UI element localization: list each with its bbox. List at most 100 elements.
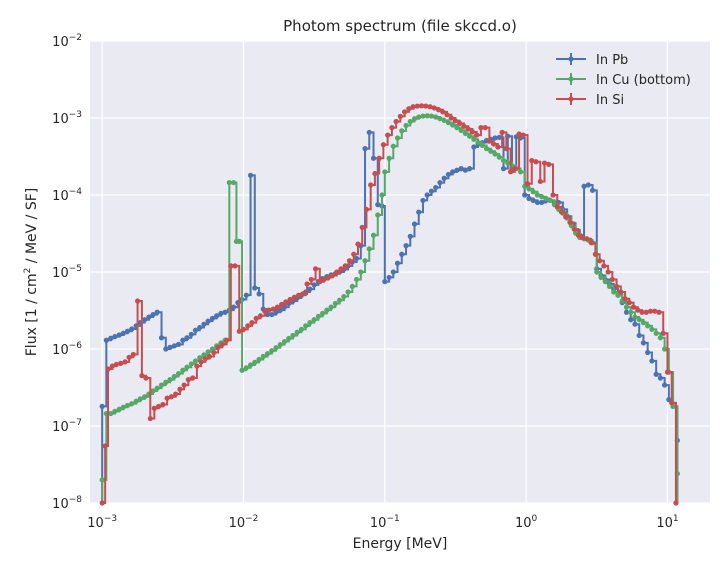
data-point [103,337,109,343]
data-point [109,363,115,369]
data-point [390,269,396,275]
data-point [133,398,139,404]
data-point [445,120,452,126]
data-point [454,167,460,173]
data-point [571,226,577,232]
data-point [461,123,467,129]
data-point [146,314,152,320]
chart-title: Photom spectrum (file skccd.o) [283,17,517,35]
data-point [134,298,141,304]
data-point [247,172,254,178]
data-point [112,333,118,340]
data-point [228,263,234,269]
y-axis-label-sup: 2 [23,268,33,274]
data-point [636,317,642,323]
data-point [662,382,668,388]
data-point [673,500,679,506]
data-point [336,297,343,303]
data-point [500,157,507,164]
data-point [499,129,505,136]
data-point [298,326,305,332]
data-point [137,396,143,402]
data-point [653,330,659,336]
data-point [362,146,368,152]
data-point [496,134,502,140]
data-point [558,209,565,215]
data-point [454,125,460,131]
data-point [598,274,604,281]
data-point [205,318,211,324]
data-point [390,143,396,149]
data-point [355,241,361,247]
data-point [184,364,190,370]
data-point [245,323,251,329]
data-point [635,307,641,313]
data-point [441,175,447,181]
data-point [303,323,309,329]
data-point [640,320,647,326]
data-point [249,320,255,326]
data-point [492,135,498,141]
data-point [433,114,439,120]
data-point [522,192,528,198]
data-point [437,179,443,186]
data-point [368,182,374,188]
x-tick-label: 10−2 [229,514,259,531]
data-point [444,112,450,118]
data-point [353,276,360,283]
data-point [567,219,573,226]
data-point [588,240,594,246]
data-point [662,346,668,352]
data-point [440,109,446,115]
data-point [546,161,552,167]
data-point [150,388,156,394]
data-point [606,283,613,290]
data-point [526,195,532,202]
data-point [630,304,637,310]
data-point [307,320,313,326]
data-point [147,415,153,422]
data-point [239,367,245,373]
data-point [116,332,122,338]
data-point [467,166,473,172]
data-point [353,255,360,262]
data-point [201,321,207,327]
data-point [112,408,118,414]
y-tick-exp: −8 [69,495,83,505]
data-point [219,341,225,347]
data-point [649,326,655,332]
data-point [496,154,502,160]
data-point [192,358,199,364]
data-point [427,104,433,110]
data-point [594,269,600,275]
data-point [257,313,264,319]
data-point [102,443,108,449]
data-point [623,304,630,310]
y-tick-base: 10 [52,35,69,50]
y-tick-label: 10−8 [52,495,82,512]
data-point [192,327,199,333]
y-tick-base: 10 [52,343,69,358]
data-point [529,157,535,164]
y-tick-base: 10 [52,497,69,512]
data-point [626,300,632,306]
x-tick-exp: −3 [104,514,117,524]
data-point [491,141,497,147]
data-point [150,311,156,318]
data-point [256,356,262,363]
data-point [108,335,114,341]
data-point [363,206,370,213]
data-point [190,375,196,381]
data-point [575,232,582,238]
data-point [394,260,401,266]
data-point [197,324,203,331]
data-point [375,212,381,218]
data-point [543,195,549,202]
data-point [270,306,276,312]
data-point [129,401,135,407]
data-point [657,375,663,381]
data-point [645,349,651,356]
data-point [601,263,607,269]
